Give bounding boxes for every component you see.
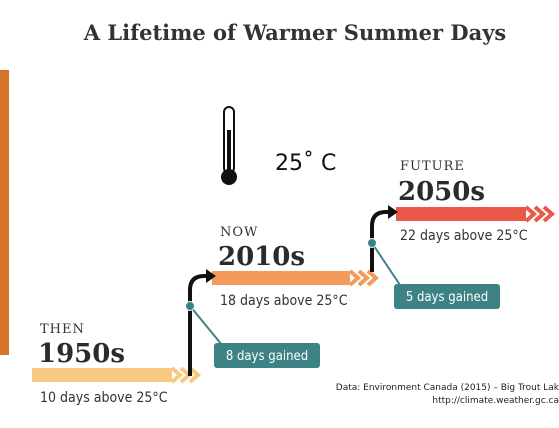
- decade-label: 2010s: [218, 242, 305, 272]
- connector: [371, 242, 401, 286]
- gain-box: [394, 284, 500, 309]
- days-label: 10 days above 25°C: [40, 390, 168, 406]
- dot: [185, 301, 195, 311]
- era-label: THEN: [40, 322, 85, 337]
- arrow: [370, 210, 390, 272]
- thermometer: [221, 106, 237, 185]
- era-label: NOW: [220, 225, 258, 240]
- decade-label: 1950s: [38, 339, 125, 369]
- bar-1950s: [32, 366, 202, 384]
- arrow-head: [206, 269, 216, 283]
- photo-edge: [0, 70, 9, 355]
- bar-2010s: [212, 269, 380, 287]
- source-line: Data: Environment Canada (2015) – Big Tr…: [336, 383, 559, 393]
- temperature-label: 25˚ C: [275, 151, 336, 176]
- title: A Lifetime of Warmer Summer Days: [83, 20, 507, 45]
- source-url: http://climate.weather.gc.ca: [432, 396, 559, 406]
- connector: [189, 305, 223, 346]
- days-label: 18 days above 25°C: [220, 293, 348, 309]
- arrow-head: [388, 205, 398, 219]
- decade-label: 2050s: [398, 177, 485, 207]
- bar-2050s: [396, 205, 556, 223]
- gain-box: [214, 343, 320, 368]
- days-label: 22 days above 25°C: [400, 228, 528, 244]
- dot: [367, 238, 377, 248]
- arrow: [188, 274, 208, 376]
- gain-label: 5 days gained: [406, 290, 488, 305]
- era-label: FUTURE: [400, 159, 465, 174]
- gain-label: 8 days gained: [226, 349, 308, 364]
